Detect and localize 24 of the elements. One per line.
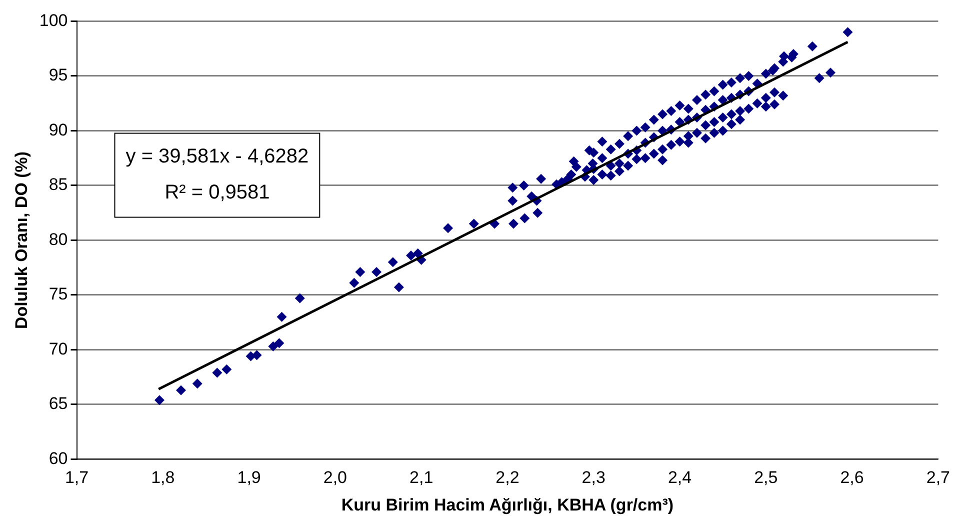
x-tick-label: 2,0	[323, 468, 348, 488]
annotation: R² = 0,9581	[164, 182, 270, 204]
x-tick-label: 2,7	[926, 468, 950, 488]
y-tick-label: 85	[48, 175, 68, 194]
y-tick-label: 70	[48, 339, 68, 358]
x-tick-label: 2,5	[754, 468, 778, 488]
y-tick-label: 75	[48, 284, 68, 304]
y-tick-label: 80	[48, 230, 68, 249]
x-tick-label: 1,9	[237, 468, 261, 488]
y-tick-label: 95	[48, 66, 68, 85]
x-tick-label: 2,1	[410, 468, 434, 488]
y-tick-label: 65	[48, 394, 68, 414]
x-tick-label: 2,4	[668, 468, 692, 488]
x-tick-label: 2,6	[840, 468, 864, 488]
x-tick-label: 2,3	[582, 468, 606, 488]
x-axis-title: Kuru Birim Hacim Ağırlığı, KBHA (gr/cm³)	[341, 495, 674, 514]
y-tick-label: 100	[39, 10, 68, 30]
x-tick-label: 2,2	[496, 468, 520, 488]
x-tick-label: 1,8	[151, 468, 175, 488]
x-tick-label: 1,7	[64, 468, 89, 488]
y-tick-label: 90	[48, 120, 68, 140]
annotation: y = 39,581x - 4,6282	[126, 146, 309, 168]
y-axis-title: Doluluk Oranı, DO (%)	[12, 151, 31, 329]
y-tick-label: 60	[48, 448, 68, 468]
